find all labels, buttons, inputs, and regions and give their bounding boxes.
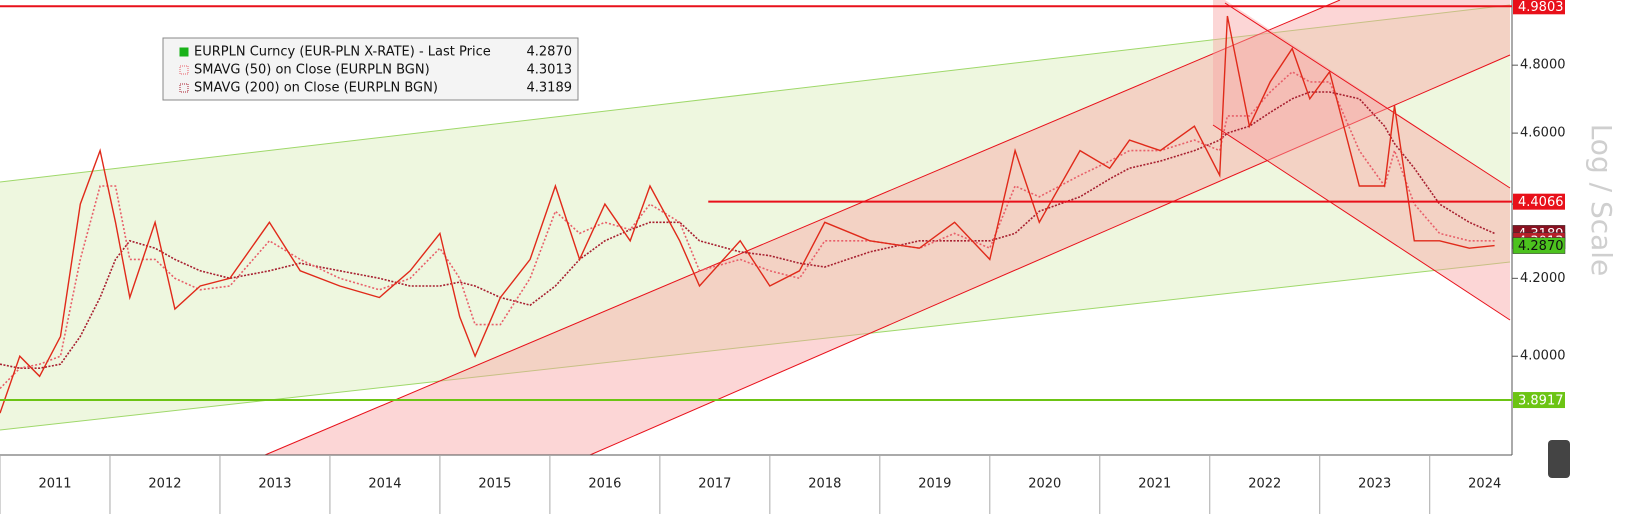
x-tick-label: 2024 <box>1468 477 1501 492</box>
x-tick-label: 2018 <box>808 477 841 492</box>
legend-name: EURPLN Curncy (EUR-PLN X-RATE) - Last Pr… <box>194 45 491 60</box>
x-tick-label: 2021 <box>1138 477 1171 492</box>
rising-channel-lower <box>589 54 1511 456</box>
rising-channel-upper <box>264 0 1341 456</box>
x-tick-label: 2016 <box>588 477 621 492</box>
falling-channel-lower <box>1212 124 1511 321</box>
sma-line <box>0 70 1495 390</box>
level-tag-label: 4.4066 <box>1518 195 1564 210</box>
last-value-label: 4.2870 <box>1518 239 1564 254</box>
price-line <box>0 15 1495 414</box>
x-tick-label: 2015 <box>478 477 511 492</box>
y-tick-label: 4.6000 <box>1520 126 1566 141</box>
legend-value: 4.2870 <box>527 45 573 60</box>
x-tick-label: 2017 <box>698 477 731 492</box>
level-tag <box>1513 193 1565 210</box>
x-tick-label: 2011 <box>38 477 71 492</box>
legend-box <box>162 37 579 101</box>
level-tag-label: 3.8917 <box>1518 394 1564 409</box>
x-tick-label: 2014 <box>368 477 401 492</box>
green-channel <box>0 5 1510 430</box>
y-tick-label: 4.0000 <box>1520 349 1566 364</box>
rising-channel <box>265 0 1510 455</box>
x-tick-label: 2019 <box>918 477 951 492</box>
legend-value: 4.3013 <box>527 63 573 78</box>
legend-swatch <box>179 65 189 75</box>
legend-swatch <box>179 83 189 93</box>
x-tick-label: 2020 <box>1028 477 1061 492</box>
plot-area <box>0 0 1511 456</box>
legend-value: 4.3189 <box>527 81 573 96</box>
falling-channel <box>1213 0 1510 320</box>
x-tick-label: 2023 <box>1358 477 1391 492</box>
level-tag <box>1513 392 1565 409</box>
sma-line <box>0 91 1495 369</box>
legend-name: SMAVG (50) on Close (EURPLN BGN) <box>194 63 430 78</box>
axis-note: Log / Scale <box>1585 124 1618 277</box>
y-tick-label: 4.8000 <box>1520 58 1566 73</box>
level-tag-label: 4.9803 <box>1518 0 1564 15</box>
level-tag <box>1513 0 1565 15</box>
green-channel-lower <box>0 261 1511 431</box>
legend: EURPLN Curncy (EUR-PLN X-RATE) - Last Pr… <box>162 37 579 101</box>
x-tick-label: 2013 <box>258 477 291 492</box>
y-tick-label: 4.2000 <box>1520 271 1566 286</box>
falling-channel-upper <box>1224 2 1511 189</box>
x-tick-label: 2022 <box>1248 477 1281 492</box>
legend-name: SMAVG (200) on Close (EURPLN BGN) <box>194 81 438 96</box>
legend-swatch <box>179 47 189 57</box>
x-tick-label: 2012 <box>148 477 181 492</box>
last-value-tag <box>1512 237 1566 254</box>
scroll-icon[interactable] <box>1548 440 1570 478</box>
